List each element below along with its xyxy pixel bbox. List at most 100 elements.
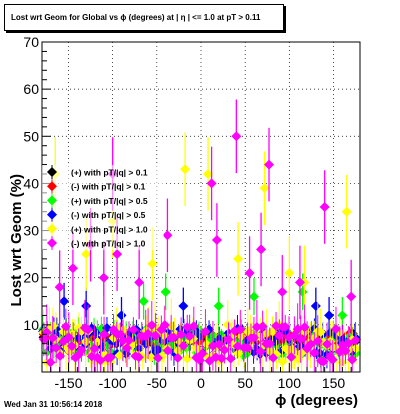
y-tick-label: 30 [23, 223, 39, 239]
series-5-point [346, 291, 357, 302]
series-5-point [277, 286, 288, 297]
series-5-point [271, 320, 282, 331]
series-3-point [59, 296, 70, 307]
x-tick-label: 100 [278, 375, 302, 391]
legend-label: (+) with pT/|q| > 0.1 [71, 168, 148, 178]
series-5-point [150, 330, 161, 341]
series-5-point [178, 340, 189, 351]
series-4-point [284, 268, 295, 278]
series-5-point [123, 335, 134, 346]
series-3-point [310, 301, 321, 311]
series-5-point [63, 332, 74, 343]
series-5-point [225, 353, 236, 364]
legend-marker [47, 223, 57, 234]
series-5-point [255, 346, 266, 357]
timestamp-footer: Wed Jan 31 10:56:14 2018 [4, 400, 103, 409]
series-5-point [162, 345, 173, 356]
x-axis-label: ϕ (degrees) [275, 392, 358, 409]
series-5-point [350, 335, 361, 346]
series-5-point [295, 334, 306, 345]
series-5-point [184, 331, 195, 342]
series-5-point [143, 328, 154, 339]
series-3-point [178, 301, 189, 311]
series-5-point [188, 321, 199, 332]
series-5-point [197, 348, 208, 359]
series-4-point [341, 206, 352, 217]
series-5-point [134, 277, 145, 288]
y-tick-label: 50 [23, 128, 39, 144]
series-5-point [319, 202, 330, 212]
y-tick-label: 70 [23, 34, 39, 50]
series-5-point [152, 352, 163, 363]
series-5-point [41, 327, 52, 338]
legend-label: (-) with pT/|q| > 0.5 [71, 210, 146, 220]
series-5-point [172, 352, 183, 363]
series-3-point [324, 310, 335, 321]
series-4-point [233, 253, 244, 264]
series-5-point [206, 178, 217, 189]
x-tick-label: -50 [147, 375, 167, 391]
y-tick-label: 60 [23, 81, 39, 97]
legend-marker [47, 209, 57, 220]
series-5-point [294, 277, 305, 288]
series-5-point [219, 344, 230, 355]
series-5-point [251, 322, 262, 333]
series-5-point [55, 351, 66, 362]
legend-label: (-) with pT/|q| > 1.0 [71, 239, 146, 249]
x-tick-label: -100 [99, 375, 127, 391]
x-tick-label: 0 [197, 375, 205, 391]
series-5-point [98, 272, 109, 283]
series-5-point [67, 263, 78, 274]
series-5-point [235, 324, 246, 335]
legend-label: (-) with pT/|q| > 0.1 [71, 182, 146, 192]
series-5-point [128, 324, 139, 335]
y-tick-label: 10 [23, 317, 39, 333]
series-5-point [54, 282, 65, 293]
series-5-point [312, 336, 323, 347]
series-4-point [277, 356, 288, 367]
y-tick-label: 40 [23, 175, 39, 191]
series-5-point [200, 326, 211, 337]
x-tick-label: 50 [237, 375, 253, 391]
series-5-point [66, 341, 77, 352]
series-5-point [162, 230, 173, 241]
series-2-point [213, 301, 224, 311]
y-tick-label: 20 [23, 270, 39, 286]
series-5-point [146, 320, 157, 331]
legend-marker [47, 195, 57, 206]
legend-box [42, 165, 164, 250]
series-4-point [81, 249, 92, 260]
series-5-point [347, 354, 358, 365]
series-4-point [146, 352, 157, 363]
series-5-point [211, 235, 222, 245]
series-5-point [51, 342, 62, 353]
legend-marker [47, 238, 57, 248]
series-5-point [112, 249, 123, 260]
series-4-point [222, 319, 233, 330]
x-tick-label: -150 [54, 375, 82, 391]
series-4-point [203, 169, 214, 179]
series-5-point [327, 354, 338, 365]
series-5-point [105, 352, 116, 363]
series-5-point [309, 347, 320, 358]
series-5-point [121, 342, 132, 353]
series-2-point [138, 296, 149, 307]
series-5-point [47, 332, 58, 343]
series-5-point [83, 324, 94, 335]
series-5-point [268, 352, 279, 363]
series-2-point [249, 291, 259, 302]
chart-title: Lost wrt Geom for Global vs ϕ (degrees) … [4, 4, 284, 31]
series-5-point [264, 159, 275, 170]
series-3-point [81, 301, 92, 311]
series-5-point [133, 352, 144, 363]
series-5-point [318, 356, 329, 367]
series-5-point [99, 329, 110, 340]
y-axis-label: Lost wrt Geom (%) [8, 174, 25, 307]
series-4-point [114, 350, 125, 361]
series-5-point [242, 342, 253, 353]
series-4-point [233, 348, 244, 359]
series-5-point [244, 268, 255, 278]
series-4-point [147, 258, 158, 269]
x-tick-label: 150 [322, 375, 346, 391]
